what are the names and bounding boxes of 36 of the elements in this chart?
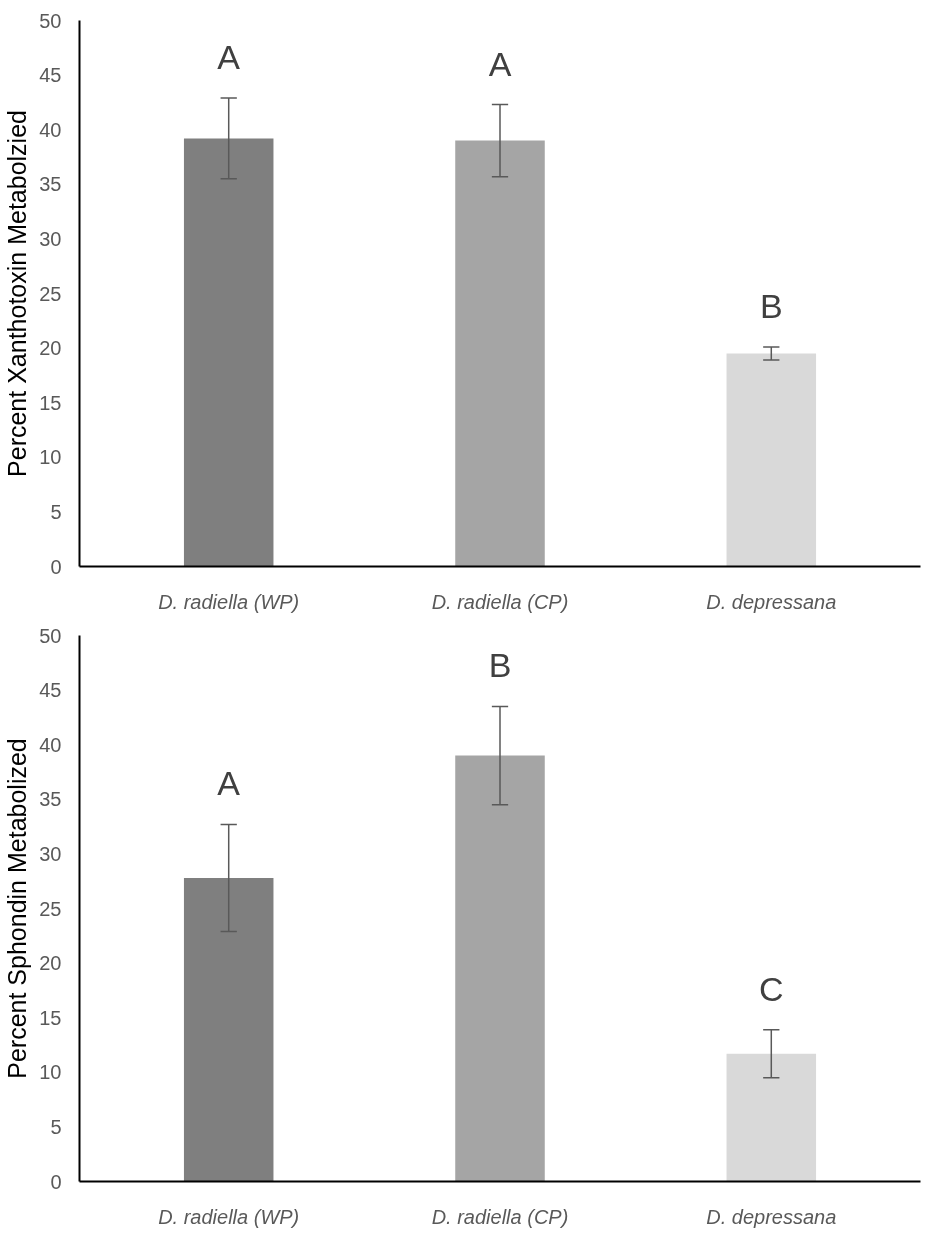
x-tick-label: D. radiella (WP) — [158, 590, 300, 613]
x-tick-label: D. radiella (CP) — [431, 1205, 569, 1228]
y-tick-label: 5 — [50, 1115, 62, 1138]
y-tick-label: 15 — [39, 1006, 62, 1029]
y-tick-label: 35 — [39, 788, 62, 811]
y-tick-label: 50 — [39, 9, 62, 32]
x-tick-label: D. depressana — [706, 1205, 837, 1228]
x-tick-label: D. radiella (WP) — [158, 1205, 300, 1228]
annotation: C — [759, 969, 784, 1008]
y-tick-label: 25 — [39, 897, 62, 920]
y-tick-label: 0 — [50, 555, 62, 578]
y-axis-title: Percent Xanthotoxin Metabolzied — [3, 110, 32, 477]
y-tick-label: 5 — [50, 500, 62, 523]
annotation: B — [488, 646, 512, 685]
y-tick-label: 20 — [39, 337, 62, 360]
y-tick-label: 10 — [39, 446, 62, 469]
annotation: A — [217, 764, 241, 803]
annotation: A — [488, 44, 512, 83]
y-tick-label: 45 — [39, 679, 62, 702]
x-tick-label: D. depressana — [706, 590, 837, 613]
y-tick-label: 10 — [39, 1061, 62, 1084]
y-tick-label: 15 — [39, 391, 62, 414]
y-tick-label: 0 — [50, 1170, 62, 1193]
y-tick-label: 45 — [39, 64, 62, 87]
y-tick-label: 30 — [39, 227, 62, 250]
y-tick-label: 50 — [39, 624, 62, 647]
annotation: B — [759, 287, 783, 326]
x-tick-label: D. radiella (CP) — [431, 590, 569, 613]
y-tick-label: 30 — [39, 842, 62, 865]
y-tick-label: 25 — [39, 282, 62, 305]
y-tick-label: 40 — [39, 118, 62, 141]
y-tick-label: 20 — [39, 952, 62, 975]
y-tick-label: 35 — [39, 173, 62, 196]
y-axis-title: Percent Sphondin Metabolized — [3, 738, 32, 1079]
y-tick-label: 40 — [39, 733, 62, 756]
annotation: A — [217, 38, 241, 77]
